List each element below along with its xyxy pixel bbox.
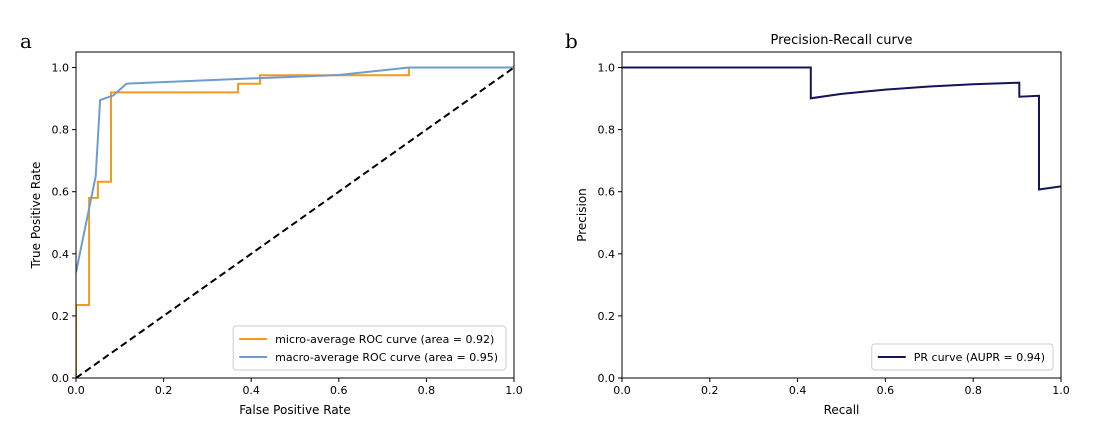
x-tick-label: 0.2 [701,384,719,397]
y-tick-label: 0.0 [52,372,70,385]
y-tick-label: 0.6 [598,186,616,199]
series-line-1 [76,66,514,273]
diagonal-reference-line [76,66,514,378]
y-tick-label: 1.0 [52,62,70,75]
y-tick-label: 0.6 [52,186,70,199]
legend-label: macro-average ROC curve (area = 0.95) [275,351,498,364]
y-tick-label: 1.0 [598,62,616,75]
x-tick-label: 0.4 [242,384,260,397]
y-tick-label: 0.4 [52,248,70,261]
legend-label: micro-average ROC curve (area = 0.92) [275,333,494,346]
chart-b: b Precision-Recall curve 0.0 0.2 0.4 0.6 0.8 1.… [565,29,1070,417]
legend-label: PR curve (AUPR = 0.94) [914,351,1045,364]
x-axis-label: Recall [824,403,860,417]
y-tick-label: 0.2 [52,310,70,323]
x-tick-label: 0.2 [155,384,173,397]
legend-box [232,325,507,371]
y-tick-label: 0.0 [598,372,616,385]
x-tick-label: 0.6 [877,384,895,397]
x-tick-label: 0.6 [330,384,348,397]
legend: micro-average ROC curve (area = 0.92) mac… [232,325,507,371]
x-tick-label: 1.0 [505,384,523,397]
plot-area [76,66,514,378]
y-axis-label: True Positive Rate [29,162,43,270]
panel-letter: b [565,29,578,53]
series-line-0 [76,66,514,378]
x-tick-label: 0.0 [613,384,631,397]
x-tick-label: 0.0 [67,384,85,397]
y-tick-label: 0.8 [52,124,70,137]
plot-area [622,66,1061,191]
y-tick-label: 0.8 [598,124,616,137]
x-tick-label: 0.4 [789,384,807,397]
plot-frame [621,51,1062,379]
plot-frame [75,51,515,379]
x-tick-label: 0.8 [418,384,436,397]
y-tick-label: 0.4 [598,248,616,261]
x-tick-label: 0.8 [964,384,982,397]
chart-title: Precision-Recall curve [770,33,912,48]
x-tick-label: 1.0 [1052,384,1070,397]
legend-box [871,343,1054,371]
series-line-0 [622,66,1061,191]
panel-letter: a [20,29,32,53]
legend: PR curve (AUPR = 0.94) [871,343,1054,371]
chart-a: a 0.0 0.2 0.4 0.6 0.8 1.0 0.0 0.2 0.4 0.6 0.8 1.0 Fal… [20,29,523,417]
x-axis-label: False Positive Rate [239,403,351,417]
y-axis-label: Precision [575,188,589,242]
y-tick-label: 0.2 [598,310,616,323]
